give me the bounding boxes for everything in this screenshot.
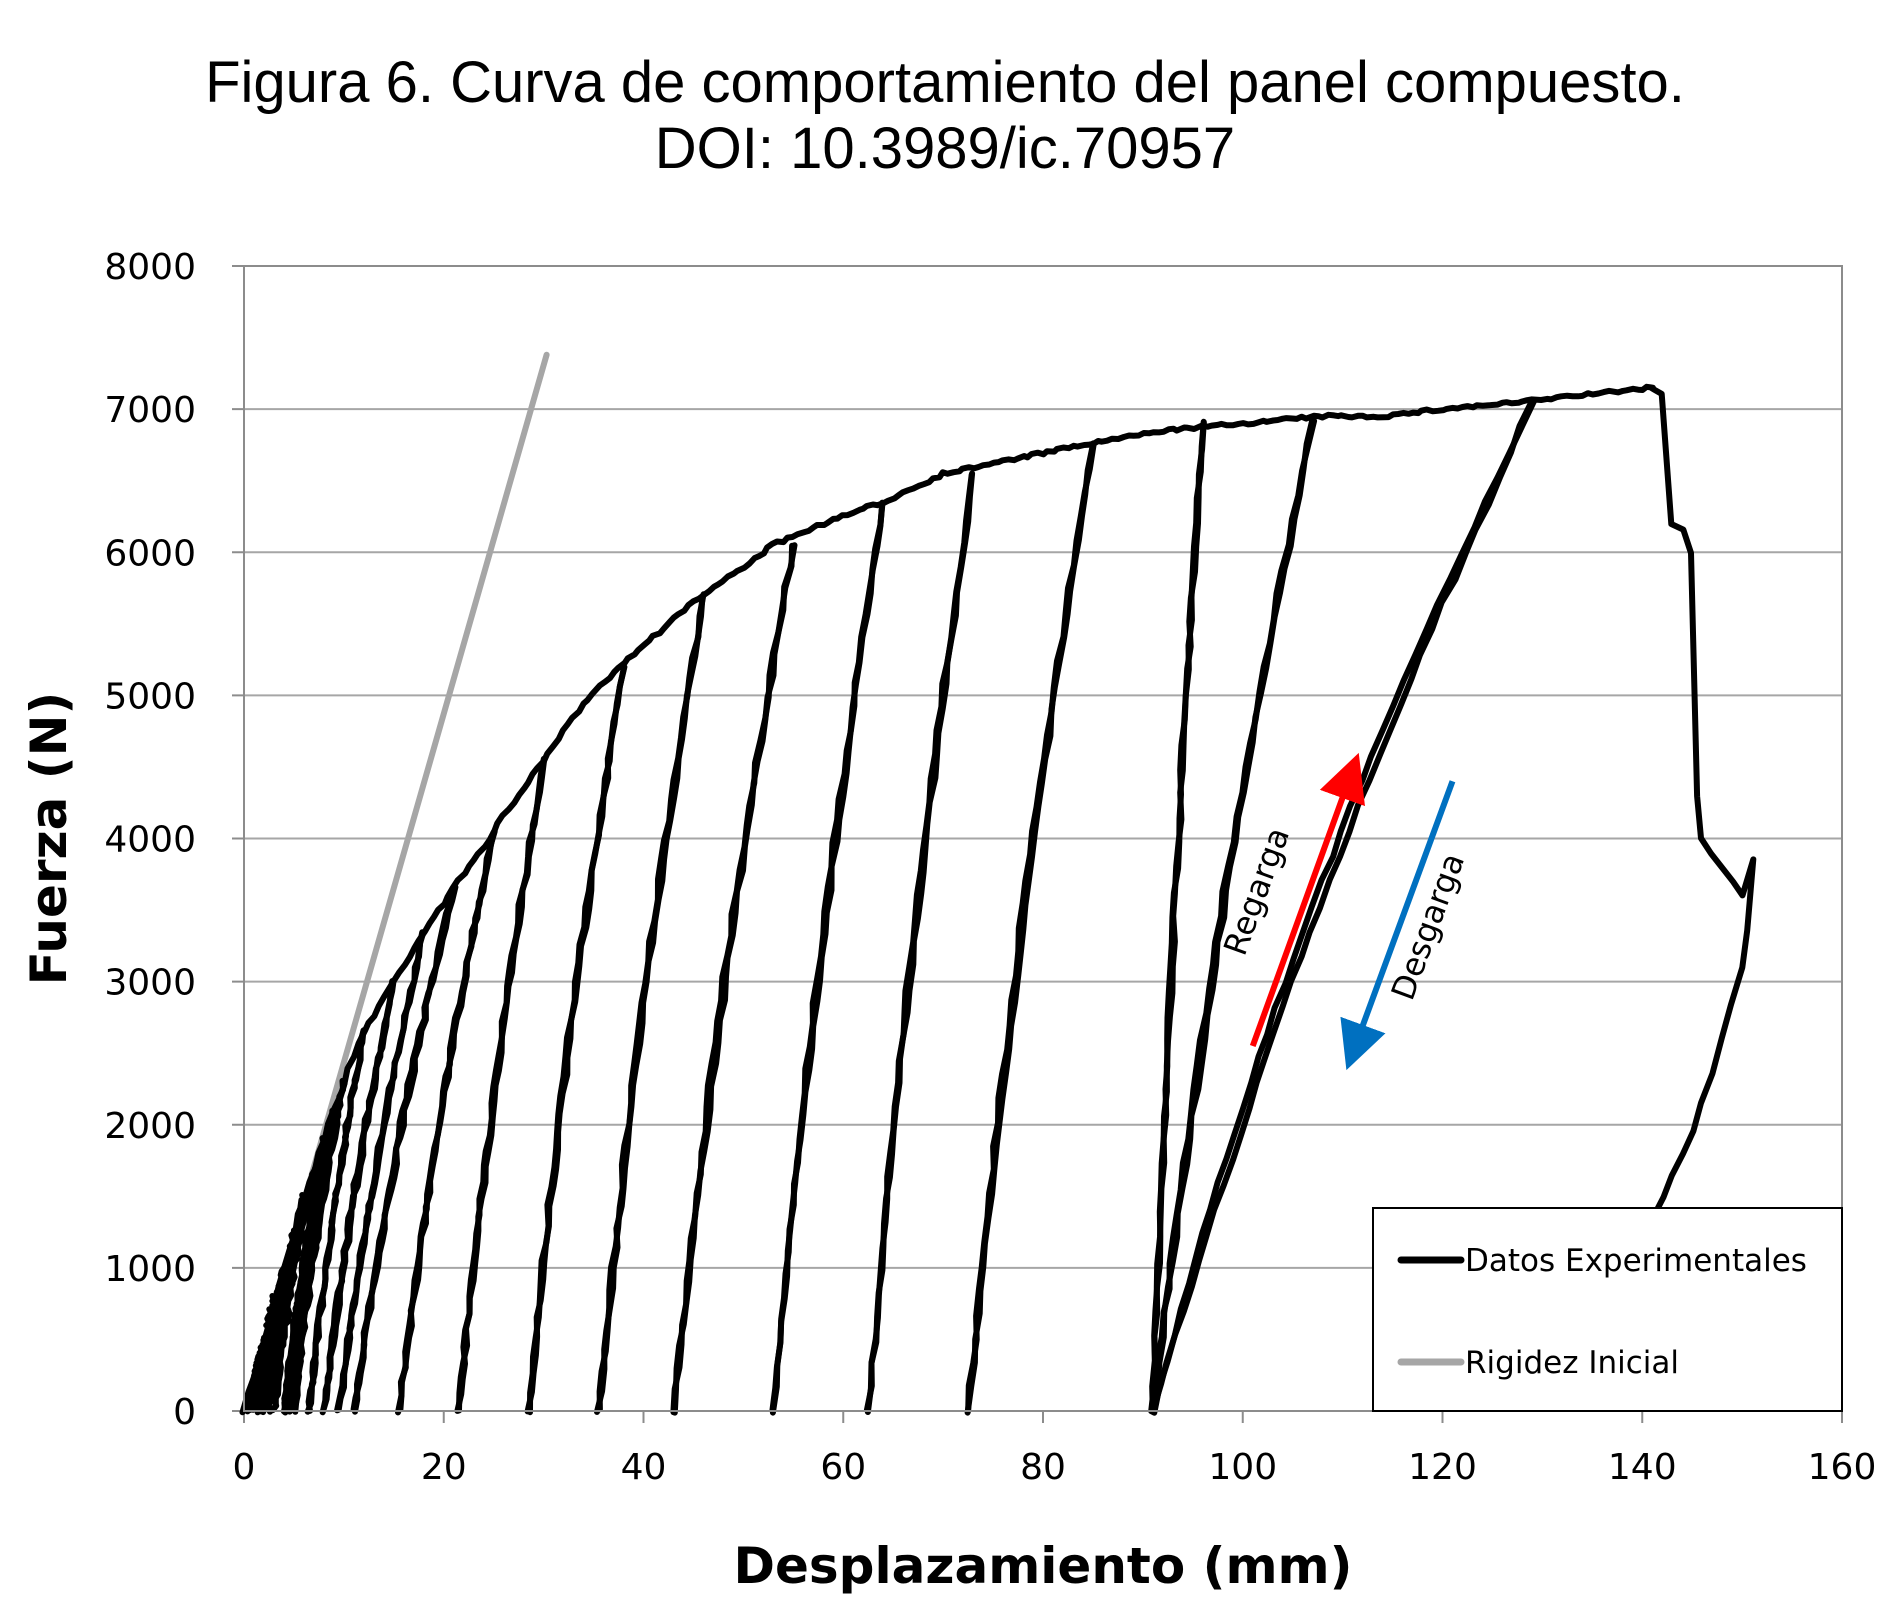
figure-title-line-2: DOI: 10.3989/ic.70957 [654,116,1236,182]
series-datos-experimentales-reload [250,1293,278,1413]
legend: Datos Experimentales Rigidez Inicial [1372,1207,1843,1412]
y-tick-label: 6000 [104,533,196,574]
series-datos-experimentales-reload [1151,416,1316,1414]
figure-caption: Figura 6. Curva de comportamiento del pa… [0,50,1890,182]
x-tick-label: 100 [1208,1447,1277,1488]
series-datos-experimentales-reload [285,1108,337,1415]
series-datos-experimentales-unload [1150,417,1318,1413]
legend-label-datos-experimentales: Datos Experimentales [1465,1243,1807,1279]
y-axis-title: Fuerza (N) [20,692,78,986]
series-datos-experimentales-reload [319,977,397,1416]
annotations: Regarga Desgarga [1216,752,1472,1071]
series-datos-experimentales-reload [1149,400,1534,1415]
series-datos-experimentales-reload [456,755,547,1414]
series-datos-experimentales-reload [335,929,426,1413]
series-datos-experimentales-reload [290,1077,346,1413]
series-datos-experimentales-unload [1151,398,1538,1416]
series-datos-experimentales-reload [305,1027,367,1414]
plot-frame [243,265,1843,1412]
y-tick-label: 4000 [104,820,196,861]
series-datos-experimentales-post-peak [1648,385,1757,1220]
y-tick-label: 8000 [104,247,196,288]
y-tick-label: 1000 [104,1249,196,1290]
series-datos-experimentales-reload [863,470,976,1414]
x-tick-label: 120 [1408,1447,1477,1488]
plot-area [239,351,1757,1416]
legend-label-rigidez-inicial: Rigidez Inicial [1465,1345,1679,1381]
series-datos-experimentales-reload [769,499,886,1416]
x-tick-label: 80 [1020,1447,1066,1488]
series-datos-experimentales-envelope [239,383,1656,1416]
y-tick-label: 2000 [104,1106,196,1147]
y-tick-label: 3000 [104,963,196,1004]
series-datos-experimentales-reload [964,440,1097,1416]
series-datos-experimentales-reload [1148,419,1207,1415]
series-datos-experimentales-unload [965,442,1097,1414]
x-tick-label: 20 [421,1447,467,1488]
x-tick-label: 60 [820,1447,866,1488]
x-tick-label: 140 [1608,1447,1677,1488]
series-datos-experimentales-reload [671,542,796,1416]
legend-box [1372,1207,1843,1412]
series-datos-experimentales-reload [397,829,497,1413]
x-tick-label: 160 [1808,1447,1877,1488]
x-axis-title: Desplazamiento (mm) [734,1537,1353,1595]
tick-labels: 0 1000 2000 3000 4000 5000 6000 7000 8000 0 20 40 60… [104,247,1876,1488]
series-datos-experimentales-reload [524,663,628,1415]
series-datos-experimentales-reload [594,593,706,1415]
x-tick-label: 40 [621,1447,667,1488]
desgarga-arrow [1340,780,1456,1071]
series-datos-experimentales-reload [350,884,459,1413]
x-tick-label: 0 [233,1447,256,1488]
y-tick-label: 7000 [104,390,196,431]
series-datos-experimentales-reload [269,1165,319,1414]
regarga-arrow [1249,752,1365,1048]
y-tick-label: 5000 [104,676,196,717]
figure-title-line-1: Figura 6. Curva de comportamiento del pa… [205,50,1685,115]
y-tick-label: 0 [173,1392,196,1433]
